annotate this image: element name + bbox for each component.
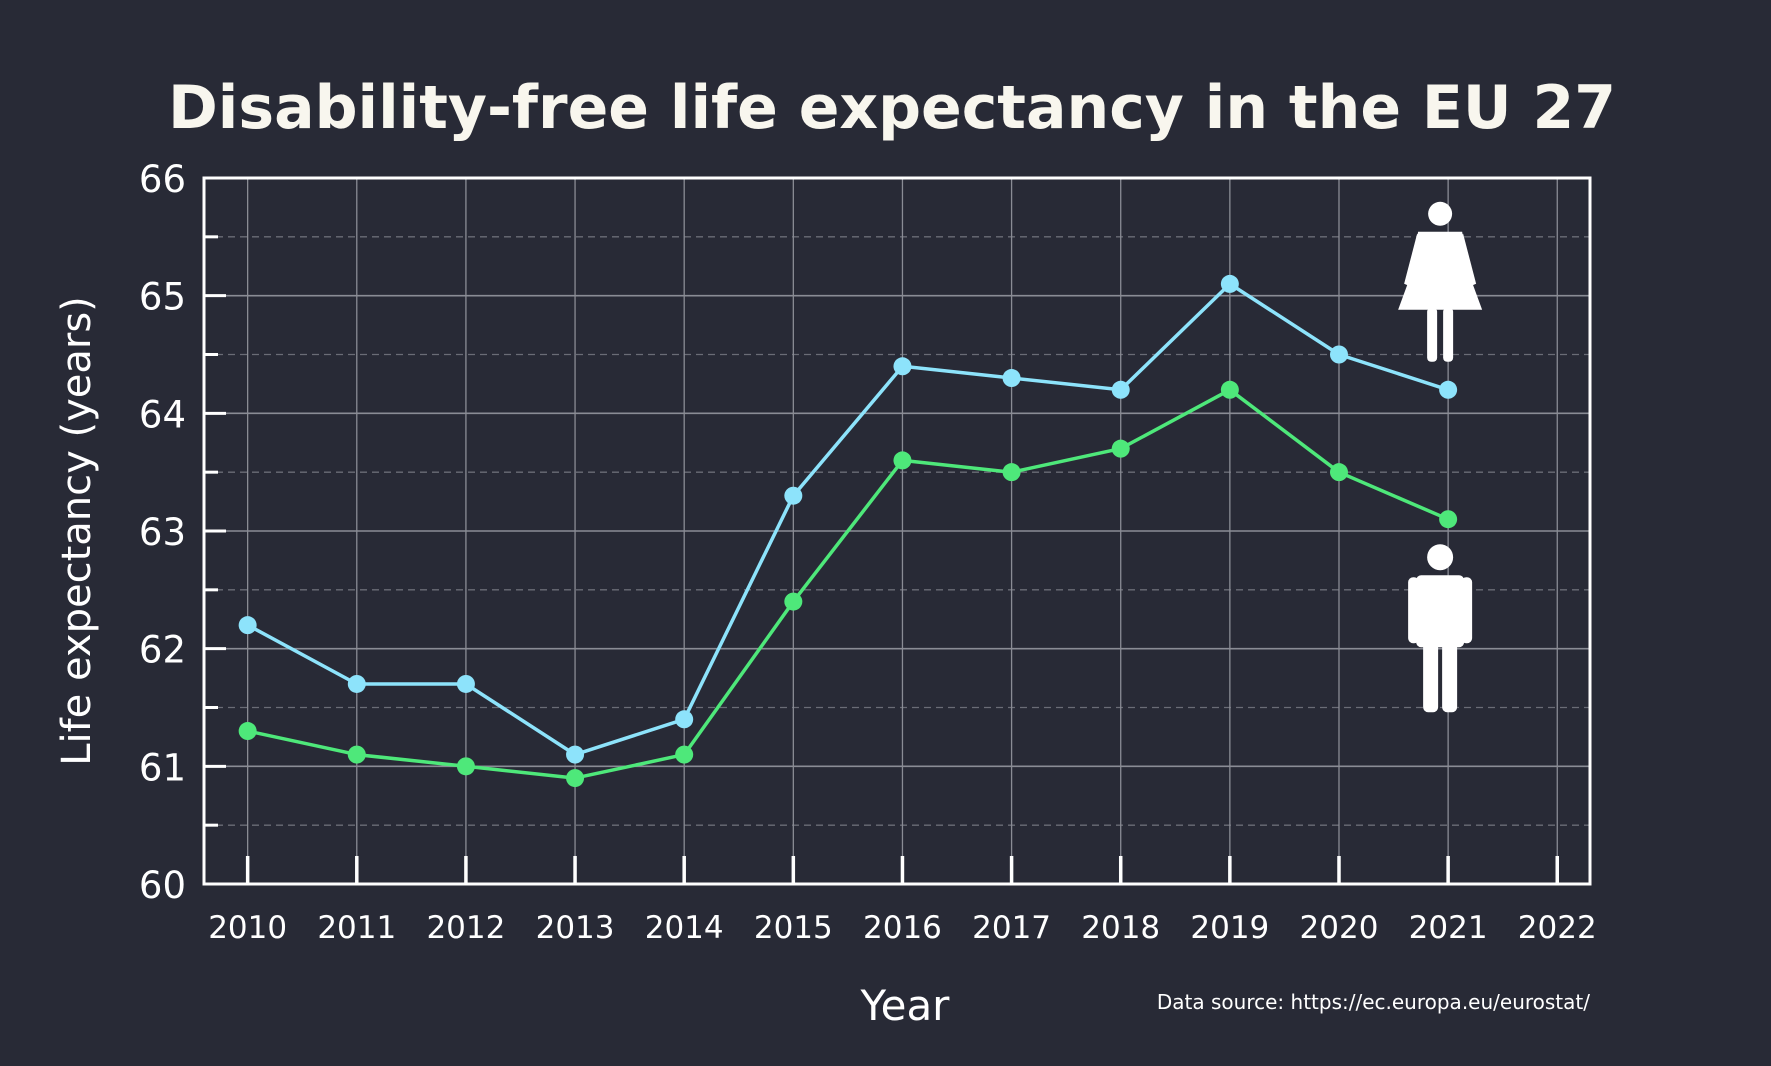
data-point-women [456, 674, 475, 693]
x-tick-label: 2012 [426, 910, 505, 946]
x-tick-label: 2016 [863, 910, 942, 946]
y-tick-label: 62 [139, 629, 186, 672]
x-tick-label: 2022 [1518, 910, 1597, 946]
data-point-women [566, 745, 585, 764]
data-point-women [893, 357, 912, 376]
data-point-women [675, 710, 694, 729]
data-point-women [784, 486, 803, 505]
data-point-men [1220, 380, 1239, 399]
data-point-women [1111, 380, 1130, 399]
y-tick-label: 63 [139, 511, 186, 554]
y-axis-label: Life expectancy (years) [54, 296, 100, 766]
x-tick-label: 2014 [645, 910, 724, 946]
x-tick-label: 2013 [536, 910, 615, 946]
x-tick-label: 2020 [1300, 910, 1379, 946]
x-axis-label: Year [860, 981, 951, 1030]
x-tick-label: 2011 [317, 910, 396, 946]
data-point-men [1439, 510, 1458, 529]
x-tick-label: 2015 [754, 910, 833, 946]
y-tick-label: 66 [139, 158, 186, 201]
data-point-men [566, 769, 585, 788]
data-point-men [456, 757, 475, 776]
data-point-men [347, 745, 366, 764]
data-point-men [1329, 463, 1348, 482]
data-point-women [1002, 369, 1021, 388]
data-point-women [238, 616, 257, 635]
man-icon [1408, 544, 1473, 713]
data-source-note: Data source: https://ec.europa.eu/eurost… [1157, 990, 1590, 1014]
series-line-women [246, 282, 1449, 757]
x-tick-label: 2019 [1190, 910, 1269, 946]
data-point-women [1329, 345, 1348, 364]
series-layer [238, 274, 1458, 788]
y-tick-label: 65 [139, 276, 186, 319]
y-tick-label: 60 [139, 864, 186, 907]
x-tick-label: 2018 [1081, 910, 1160, 946]
woman-icon [1398, 201, 1483, 362]
data-point-women [1439, 380, 1458, 399]
y-tick-label: 64 [139, 393, 186, 436]
data-point-men [238, 722, 257, 741]
grid [204, 177, 1590, 885]
chart-title: Disability-free life expectancy in the E… [168, 73, 1616, 143]
x-tick-label: 2010 [208, 910, 287, 946]
data-point-men [1111, 439, 1130, 458]
x-tick-label: 2017 [972, 910, 1051, 946]
data-point-women [1220, 274, 1239, 293]
axis-ticks: 60 61 62 63 64 65 66 2010 2011 2012 2013 2014 2015 20… [139, 158, 1597, 946]
legend-icons [1398, 201, 1483, 713]
x-tick-label: 2021 [1409, 910, 1488, 946]
data-point-men [675, 745, 694, 764]
data-point-men [893, 451, 912, 470]
data-point-men [784, 592, 803, 611]
series-line-men [247, 388, 1449, 780]
y-tick-label: 61 [139, 746, 186, 789]
data-point-women [347, 674, 366, 693]
data-point-men [1002, 463, 1021, 482]
